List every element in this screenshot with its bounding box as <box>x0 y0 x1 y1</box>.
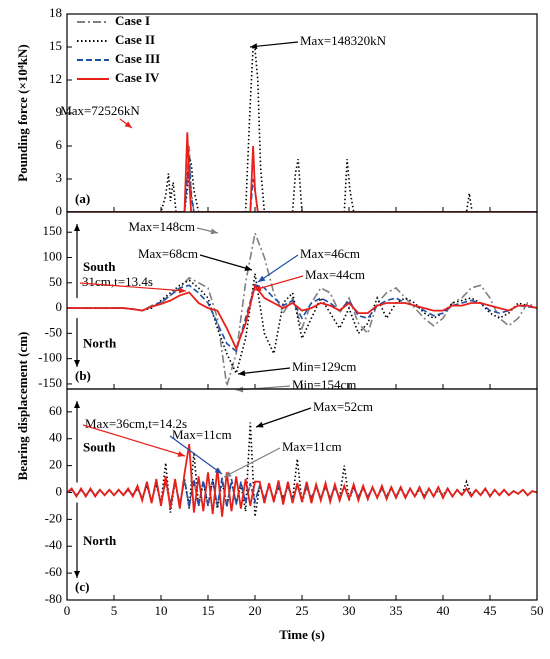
x-tick-label: 25 <box>296 603 309 618</box>
series-line <box>67 230 537 387</box>
annotation-arrow-head <box>224 471 232 477</box>
annotation-arrow-head <box>244 265 252 271</box>
y-tick-label: 0 <box>56 203 63 218</box>
y-axis-label: Pounding force (×10⁴kN) <box>15 44 30 181</box>
y-tick-label: 9 <box>56 104 63 119</box>
direction-arrow-head <box>74 360 80 367</box>
legend-label: Case I <box>115 13 150 28</box>
y-axis-label: Bearing displacement (cm) <box>15 332 30 481</box>
series-line <box>67 156 537 212</box>
direction-label: North <box>83 533 117 548</box>
series-line <box>67 443 537 517</box>
y-tick-label: -60 <box>45 564 62 579</box>
annotation: 31cm,t=13.4s <box>82 274 153 289</box>
x-axis-label: Time (s) <box>279 627 325 642</box>
y-tick-label: -20 <box>45 510 62 525</box>
series-line <box>67 132 537 212</box>
y-tick-label: 15 <box>49 38 62 53</box>
y-tick-label: 3 <box>56 170 63 185</box>
panel-label: (c) <box>75 579 89 594</box>
annotation-arrow-head <box>258 275 266 282</box>
y-tick-label: 6 <box>56 137 63 152</box>
annotation: Max=46cm <box>300 246 360 261</box>
direction-label: South <box>83 440 116 455</box>
annotation-arrow <box>82 424 186 457</box>
y-tick-label: 60 <box>49 403 62 418</box>
y-tick-label: -40 <box>45 537 62 552</box>
y-tick-label: -80 <box>45 591 62 606</box>
y-tick-label: 18 <box>49 5 62 20</box>
x-tick-label: 35 <box>390 603 403 618</box>
annotation-arrow-head <box>124 121 132 128</box>
x-tick-label: 0 <box>64 603 71 618</box>
annotation-arrow-head <box>250 43 258 50</box>
y-tick-label: -50 <box>45 324 62 339</box>
annotation-arrow-head <box>178 287 186 294</box>
annotation-arrow <box>249 41 299 48</box>
annotation-arrow-head <box>210 228 218 235</box>
x-tick-label: 45 <box>484 603 497 618</box>
annotation-arrow <box>257 254 299 283</box>
y-tick-label: 12 <box>49 71 62 86</box>
series-line <box>67 145 537 212</box>
annotation: Max=148cm <box>128 219 195 234</box>
annotation: Max=68cm <box>138 246 198 261</box>
panel-label: (b) <box>75 368 91 383</box>
x-tick-label: 20 <box>249 603 262 618</box>
x-tick-label: 15 <box>202 603 215 618</box>
annotation-arrow <box>253 275 304 291</box>
series-line <box>67 283 537 351</box>
y-tick-label: 0 <box>56 483 63 498</box>
annotation-arrow-head <box>254 285 262 291</box>
x-tick-label: 30 <box>343 603 356 618</box>
y-tick-label: 0 <box>56 299 63 314</box>
annotation: Max=52cm <box>313 399 373 414</box>
y-tick-label: -100 <box>38 350 62 365</box>
annotation: Max=11cm <box>172 427 232 442</box>
direction-label: South <box>83 259 116 274</box>
annotation: Max=72526kN <box>60 103 140 118</box>
x-tick-label: 10 <box>155 603 168 618</box>
annotation-arrow <box>237 367 291 375</box>
annotation: Max=11cm <box>282 439 342 454</box>
legend-label: Case II <box>115 32 155 47</box>
annotation-arrow <box>223 447 281 478</box>
annotation: Min=154cm <box>292 377 356 392</box>
y-tick-label: 50 <box>49 274 62 289</box>
direction-arrow-head <box>74 224 80 231</box>
annotation-arrow <box>79 282 187 292</box>
annotation-arrow-head <box>177 451 185 457</box>
x-tick-label: 40 <box>437 603 450 618</box>
series-line <box>67 422 537 517</box>
series-line <box>67 283 537 353</box>
annotation-arrow <box>169 435 223 475</box>
legend-label: Case IV <box>115 70 160 85</box>
y-tick-label: 20 <box>49 457 62 472</box>
annotation: Max=44cm <box>305 267 365 282</box>
annotation-arrow-head <box>238 370 246 377</box>
direction-arrow-head <box>74 401 80 408</box>
y-tick-label: 100 <box>43 248 63 263</box>
direction-arrow-head <box>74 571 80 578</box>
y-tick-label: -150 <box>38 375 62 390</box>
annotation-arrow-head <box>256 421 264 428</box>
y-tick-label: 40 <box>49 430 62 445</box>
annotation: Max=148320kN <box>300 33 387 48</box>
plot-frame <box>66 388 538 601</box>
x-tick-label: 5 <box>111 603 118 618</box>
annotation: Min=129cm <box>292 359 356 374</box>
direction-label: North <box>83 336 117 351</box>
annotation-arrow <box>199 254 253 271</box>
annotation: Max=36cm,t=14.2s <box>85 416 187 431</box>
legend-label: Case III <box>115 51 160 66</box>
panel-label: (a) <box>75 191 90 206</box>
x-tick-label: 50 <box>531 603 544 618</box>
y-tick-label: 150 <box>43 223 63 238</box>
annotation-arrow <box>255 407 312 428</box>
annotation-arrow-head <box>214 467 222 474</box>
